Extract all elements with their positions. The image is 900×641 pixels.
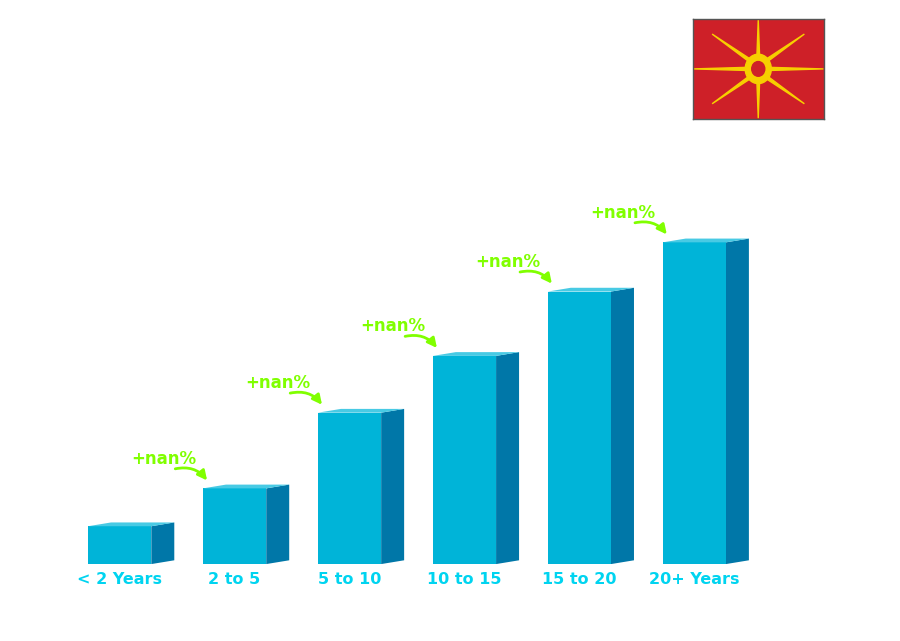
Polygon shape xyxy=(381,409,404,564)
Text: Average Monthly Salary: Average Monthly Salary xyxy=(844,301,857,442)
Bar xyxy=(662,242,726,564)
Polygon shape xyxy=(433,352,519,356)
Circle shape xyxy=(752,62,765,76)
Polygon shape xyxy=(726,238,749,564)
Text: 0 MKD: 0 MKD xyxy=(134,472,183,485)
Polygon shape xyxy=(662,238,749,242)
Polygon shape xyxy=(757,78,760,118)
Text: 0 MKD: 0 MKD xyxy=(19,510,68,523)
Polygon shape xyxy=(151,522,175,564)
Polygon shape xyxy=(712,34,753,63)
Polygon shape xyxy=(548,288,634,292)
Polygon shape xyxy=(712,74,753,104)
Text: salary: salary xyxy=(392,610,442,625)
Bar xyxy=(203,488,266,564)
Polygon shape xyxy=(693,67,750,71)
Text: +nan%: +nan% xyxy=(246,374,310,392)
Text: 0 MKD: 0 MKD xyxy=(479,276,527,288)
Polygon shape xyxy=(763,74,805,104)
Polygon shape xyxy=(203,485,289,488)
Text: Salary Comparison By Experience: Salary Comparison By Experience xyxy=(40,21,724,54)
Text: 0 MKD: 0 MKD xyxy=(364,340,412,353)
Bar xyxy=(548,292,611,564)
Polygon shape xyxy=(767,67,824,71)
Circle shape xyxy=(745,54,771,83)
Text: 0 MKD: 0 MKD xyxy=(593,226,642,239)
Bar xyxy=(88,526,151,564)
Polygon shape xyxy=(763,34,805,63)
Text: +nan%: +nan% xyxy=(130,449,196,467)
Text: explorer.com: explorer.com xyxy=(447,610,543,625)
Text: +nan%: +nan% xyxy=(361,317,426,335)
Text: 0 MKD: 0 MKD xyxy=(248,397,297,410)
Polygon shape xyxy=(611,288,634,564)
Text: +nan%: +nan% xyxy=(475,253,541,271)
Polygon shape xyxy=(757,20,760,60)
Polygon shape xyxy=(88,522,175,526)
Polygon shape xyxy=(266,485,289,564)
Bar xyxy=(318,413,382,564)
Text: +nan%: +nan% xyxy=(590,204,655,222)
Text: Pharmaceutical Research Associate: Pharmaceutical Research Associate xyxy=(40,76,460,99)
Polygon shape xyxy=(496,352,519,564)
Polygon shape xyxy=(318,409,404,413)
Bar xyxy=(433,356,496,564)
